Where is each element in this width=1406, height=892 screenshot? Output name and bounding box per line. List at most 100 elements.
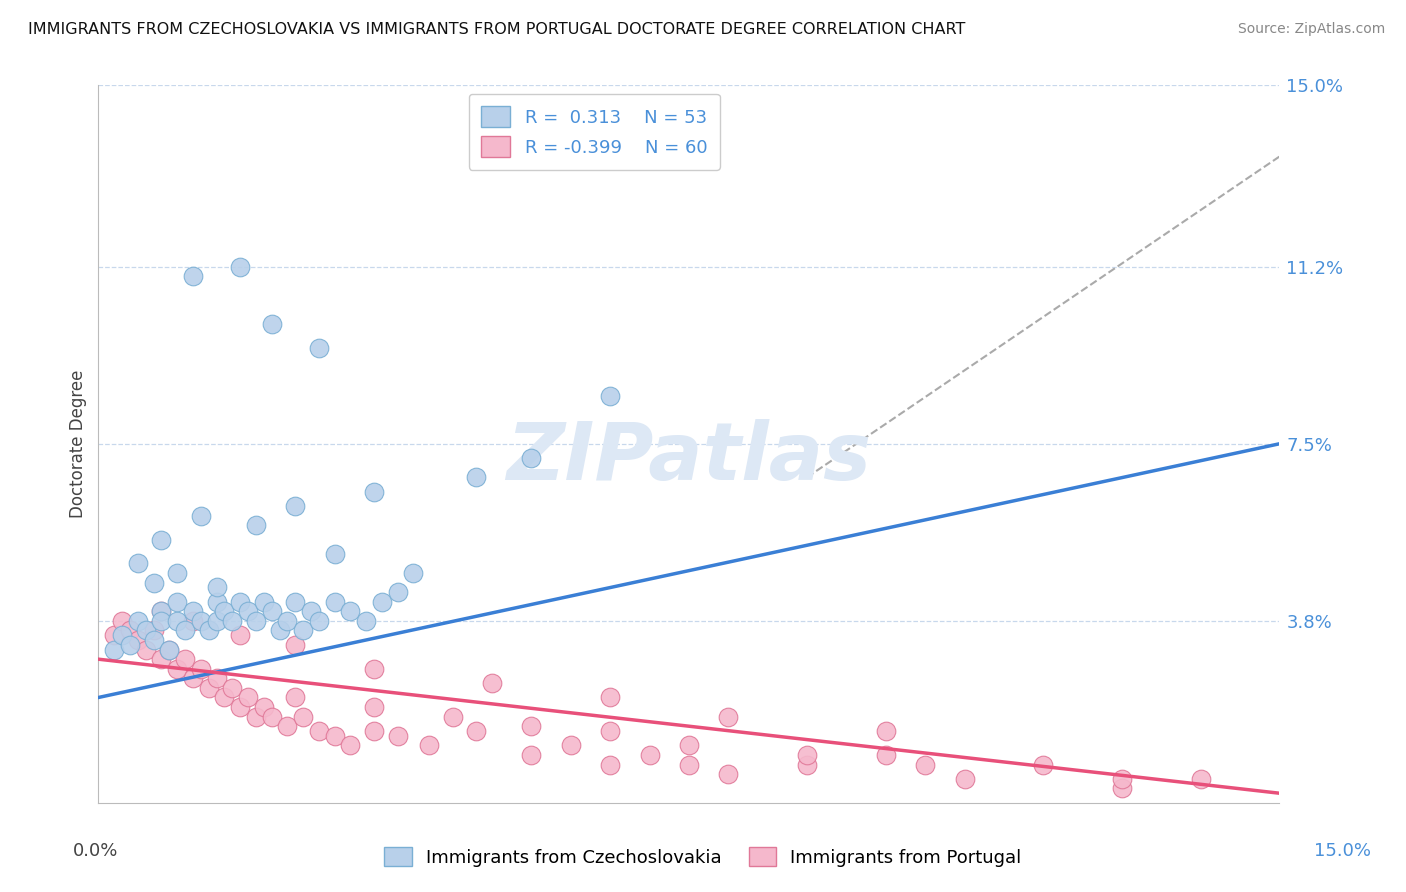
- Point: [599, 724, 621, 739]
- Point: [299, 604, 322, 618]
- Point: [269, 624, 291, 638]
- Point: [914, 757, 936, 772]
- Point: [229, 628, 252, 642]
- Y-axis label: Doctorate Degree: Doctorate Degree: [69, 369, 87, 518]
- Point: [150, 614, 173, 628]
- Point: [796, 747, 818, 762]
- Point: [150, 533, 173, 547]
- Point: [875, 747, 897, 762]
- Point: [953, 772, 976, 786]
- Point: [245, 518, 267, 533]
- Point: [354, 614, 377, 628]
- Point: [118, 624, 141, 638]
- Point: [229, 700, 252, 714]
- Point: [292, 709, 315, 723]
- Point: [174, 624, 197, 638]
- Point: [181, 671, 204, 685]
- Point: [599, 690, 621, 705]
- Point: [190, 508, 212, 523]
- Point: [402, 566, 425, 580]
- Point: [520, 451, 543, 466]
- Point: [260, 317, 283, 331]
- Point: [638, 747, 661, 762]
- Point: [214, 604, 236, 618]
- Point: [323, 595, 346, 609]
- Point: [229, 595, 252, 609]
- Point: [339, 604, 361, 618]
- Point: [236, 690, 259, 705]
- Point: [245, 709, 267, 723]
- Point: [142, 624, 165, 638]
- Point: [197, 681, 219, 695]
- Text: 0.0%: 0.0%: [73, 842, 118, 860]
- Point: [190, 614, 212, 628]
- Point: [1189, 772, 1212, 786]
- Point: [135, 624, 157, 638]
- Point: [245, 614, 267, 628]
- Point: [221, 681, 243, 695]
- Point: [276, 614, 298, 628]
- Point: [150, 604, 173, 618]
- Point: [363, 662, 385, 676]
- Point: [284, 499, 307, 513]
- Point: [520, 719, 543, 733]
- Point: [292, 624, 315, 638]
- Point: [717, 767, 740, 781]
- Point: [253, 700, 276, 714]
- Point: [127, 557, 149, 571]
- Point: [166, 662, 188, 676]
- Point: [197, 624, 219, 638]
- Point: [599, 389, 621, 403]
- Point: [181, 614, 204, 628]
- Point: [308, 724, 330, 739]
- Point: [214, 690, 236, 705]
- Point: [103, 642, 125, 657]
- Point: [418, 739, 440, 753]
- Point: [166, 595, 188, 609]
- Point: [678, 757, 700, 772]
- Text: Source: ZipAtlas.com: Source: ZipAtlas.com: [1237, 22, 1385, 37]
- Point: [1032, 757, 1054, 772]
- Point: [111, 628, 134, 642]
- Point: [205, 671, 228, 685]
- Point: [111, 614, 134, 628]
- Text: IMMIGRANTS FROM CZECHOSLOVAKIA VS IMMIGRANTS FROM PORTUGAL DOCTORATE DEGREE CORR: IMMIGRANTS FROM CZECHOSLOVAKIA VS IMMIGR…: [28, 22, 966, 37]
- Point: [127, 633, 149, 648]
- Point: [205, 581, 228, 595]
- Point: [103, 628, 125, 642]
- Point: [181, 604, 204, 618]
- Point: [481, 676, 503, 690]
- Point: [363, 724, 385, 739]
- Point: [157, 642, 180, 657]
- Point: [229, 260, 252, 274]
- Legend: Immigrants from Czechoslovakia, Immigrants from Portugal: Immigrants from Czechoslovakia, Immigran…: [375, 838, 1031, 876]
- Point: [260, 604, 283, 618]
- Legend: R =  0.313    N = 53, R = -0.399    N = 60: R = 0.313 N = 53, R = -0.399 N = 60: [468, 94, 720, 169]
- Point: [520, 747, 543, 762]
- Point: [157, 642, 180, 657]
- Point: [308, 341, 330, 355]
- Point: [387, 729, 409, 743]
- Point: [465, 724, 488, 739]
- Point: [465, 470, 488, 484]
- Point: [276, 719, 298, 733]
- Point: [118, 638, 141, 652]
- Point: [363, 484, 385, 499]
- Text: ZIPatlas: ZIPatlas: [506, 419, 872, 497]
- Point: [1111, 772, 1133, 786]
- Point: [150, 604, 173, 618]
- Point: [339, 739, 361, 753]
- Point: [323, 547, 346, 561]
- Point: [205, 614, 228, 628]
- Point: [142, 633, 165, 648]
- Point: [284, 690, 307, 705]
- Point: [205, 595, 228, 609]
- Point: [253, 595, 276, 609]
- Point: [260, 709, 283, 723]
- Point: [142, 575, 165, 590]
- Point: [190, 662, 212, 676]
- Point: [308, 614, 330, 628]
- Point: [166, 614, 188, 628]
- Point: [599, 757, 621, 772]
- Point: [875, 724, 897, 739]
